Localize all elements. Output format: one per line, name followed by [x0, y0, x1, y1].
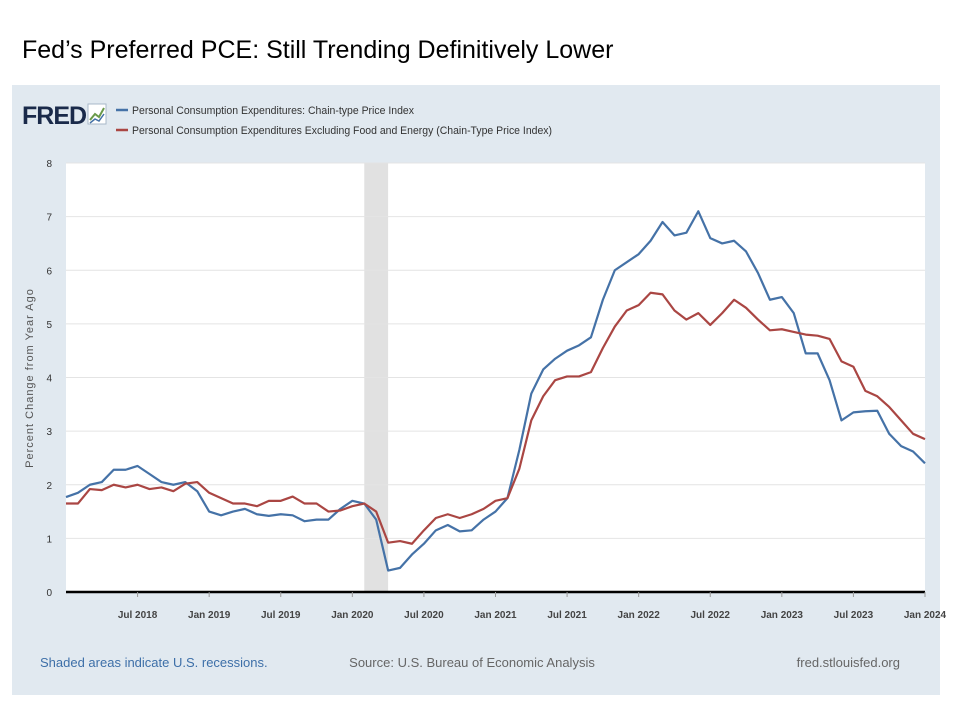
- legend-label: Personal Consumption Expenditures: Chain…: [132, 105, 414, 117]
- logo-icon: [87, 103, 107, 125]
- x-tick-label: Jan 2020: [331, 610, 374, 621]
- x-tick-label: Jul 2018: [118, 610, 158, 621]
- footer-source: Source: U.S. Bureau of Economic Analysis: [349, 655, 595, 670]
- y-tick-label: 0: [46, 588, 52, 599]
- logo: FRED: [22, 102, 86, 130]
- x-tick-label: Jul 2021: [547, 610, 587, 621]
- x-tick-label: Jan 2024: [904, 610, 947, 621]
- y-tick-label: 5: [46, 320, 52, 331]
- slide-title: Fed’s Preferred PCE: Still Trending Defi…: [22, 36, 613, 64]
- y-tick-label: 3: [46, 427, 52, 438]
- y-tick-label: 4: [46, 374, 52, 385]
- y-tick-label: 6: [46, 266, 52, 277]
- x-tick-label: Jul 2019: [261, 610, 301, 621]
- footer-note: Shaded areas indicate U.S. recessions.: [40, 655, 268, 670]
- y-tick-label: 7: [46, 213, 52, 224]
- x-tick-label: Jan 2021: [474, 610, 517, 621]
- footer-url: fred.stlouisfed.org: [797, 655, 900, 670]
- y-tick-label: 1: [46, 534, 52, 545]
- x-tick-label: Jul 2022: [691, 610, 731, 621]
- x-tick-label: Jul 2023: [834, 610, 874, 621]
- x-tick-label: Jan 2019: [188, 610, 231, 621]
- y-axis-label: Percent Change from Year Ago: [24, 288, 36, 468]
- series-line: [66, 291, 926, 545]
- series-line: [65, 210, 926, 572]
- x-tick-label: Jul 2020: [404, 610, 444, 621]
- x-tick-label: Jan 2022: [618, 610, 661, 621]
- y-tick-label: 2: [46, 481, 52, 492]
- x-tick-label: Jan 2023: [761, 610, 804, 621]
- y-tick-label: 8: [46, 159, 52, 170]
- legend-label: Personal Consumption Expenditures Exclud…: [132, 125, 552, 137]
